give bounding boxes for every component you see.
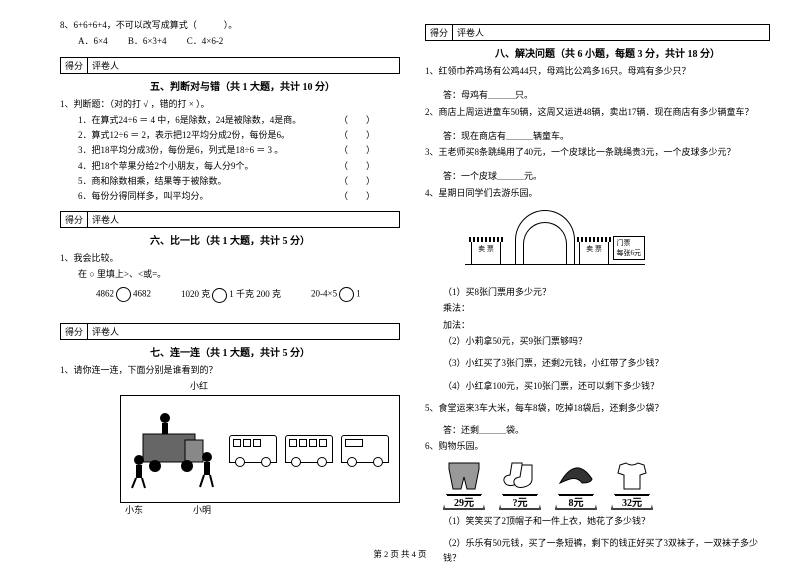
shop-items: 29元 ?元 8元 32元 xyxy=(425,460,770,510)
sec6-lead: 1、我会比较。 xyxy=(60,251,400,266)
price-2: ?元 xyxy=(499,494,541,510)
a8-5: 答：还剩＿＿＿袋。 xyxy=(425,423,770,438)
sec6-title: 六、比一比（共 1 大题，共计 5 分） xyxy=(150,232,400,247)
sec7-lead: 1、请你连一连，下面分别是谁看到的？ xyxy=(60,363,400,378)
score-box-5: 得分 评卷人 xyxy=(60,57,400,74)
hat-icon xyxy=(555,460,597,492)
item-shirt: 32元 xyxy=(611,460,653,510)
shirt-icon xyxy=(611,460,653,492)
bus-side-icon xyxy=(285,435,333,463)
sec8-title: 八、解决问题（共 6 小题，每题 3 分，共计 18 分） xyxy=(495,45,770,60)
socks-icon xyxy=(499,460,541,492)
a8-1: 答：母鸡有＿＿＿只。 xyxy=(425,88,770,103)
sec5-title: 五、判断对与错（共 1 大题，共计 10 分） xyxy=(150,78,400,93)
sec5-lead: 1、判断题：（对的打 √ ，错的打 × ）。 xyxy=(60,97,400,112)
circle-icon xyxy=(212,288,227,303)
compare-row: 48624682 1020 克1 千克 200 克 20-4×51 xyxy=(60,287,400,302)
circle-icon xyxy=(339,287,354,302)
q8-4-1: （1）买8张门票用多少元？ xyxy=(425,285,770,300)
a8-3: 答：一个皮球＿＿＿元。 xyxy=(425,169,770,184)
q8-1: 1、红领巾养鸡场有公鸡44只，母鸡比公鸡多16只。母鸡有多少只？ xyxy=(425,64,770,79)
q8-4-a: 加法： xyxy=(425,318,770,333)
circle-icon xyxy=(116,287,131,302)
q8-4-2: （2）小莉拿50元，买9张门票够吗？ xyxy=(425,334,770,349)
cmp2: 1020 克1 千克 200 克 xyxy=(181,287,281,302)
sec5-item-3: 3．把18平均分成3份，每份是6，列式是18÷6 ＝ 3 。（ ） xyxy=(60,143,400,158)
bus-back-icon xyxy=(341,435,389,463)
a8-2: 答：现在商店有＿＿＿辆童车。 xyxy=(425,129,770,144)
q8-4-4: （4）小红拿100元，买10张门票，还可以剩下多少钱？ xyxy=(425,379,770,394)
score-box-8: 得分 评卷人 xyxy=(425,24,770,41)
q8-opt-b: B．6×3+4 xyxy=(128,36,167,46)
price-1: 29元 xyxy=(443,494,485,510)
park-gate-image: 卖 票 卖 票 门票 每张6元 xyxy=(465,202,645,282)
sec7-title: 七、连一连（共 1 大题，共计 5 分） xyxy=(150,344,400,359)
sec5-item-4: 4．把18个苹果分给2个小朋友，每人分9个。（ ） xyxy=(60,159,400,174)
grader-label: 评卷人 xyxy=(88,58,143,73)
sec5-item-5: 5．商和除数相乘，结果等于被除数。（ ） xyxy=(60,174,400,189)
score-box-7: 得分 评卷人 xyxy=(60,323,400,340)
q8-options: A．6×4 B．6×3+4 C．4×6-2 xyxy=(60,34,400,49)
q8-4: 4、星期日同学们去游乐园。 xyxy=(425,186,770,201)
score-box-6: 得分 评卷人 xyxy=(60,211,400,228)
label-xiaohong: 小红 xyxy=(60,379,400,392)
bus-front-icon xyxy=(229,435,277,463)
shorts-icon xyxy=(443,460,485,492)
bottom-names: 小东 小明 xyxy=(60,503,400,516)
q8-2: 2、商店上周运进童车50辆，这周又运进48辆，卖出17辆．现在商店有多少辆童车？ xyxy=(425,105,770,120)
label-xiaodong: 小东 xyxy=(125,503,143,516)
price-4: 32元 xyxy=(611,494,653,510)
item-socks: ?元 xyxy=(499,460,541,510)
q8-opt-c: C．4×6-2 xyxy=(187,36,224,46)
page-footer: 第 2 页 共 4 页 xyxy=(0,548,800,560)
q8-5: 5、食堂运来3车大米，每车8袋，吃掉18袋后，还剩多少袋？ xyxy=(425,401,770,416)
q8-stem: 8、6+6+6+4，不可以改写成算式（ ）。 xyxy=(60,18,400,33)
sec5-item-1: 1．在算式24÷6 ＝ 4 中，6是除数，24是被除数，4是商。（ ） xyxy=(60,113,400,128)
q8-4-3: （3）小红买了3张门票，还剩2元钱，小红带了多少钱？ xyxy=(425,356,770,371)
connect-image xyxy=(120,395,400,503)
sec6-instr: 在 ○ 里填上>、<或=。 xyxy=(60,267,400,282)
item-shorts: 29元 xyxy=(443,460,485,510)
sec5-item-2: 2．算式12÷6 ＝ 2，表示把12平均分成2份，每份是6。（ ） xyxy=(60,128,400,143)
q8-6-1: （1）笑笑买了2顶帽子和一件上衣，她花了多少钱？ xyxy=(425,514,770,529)
label-xiaoming: 小明 xyxy=(193,503,211,516)
q8-opt-a: A．6×4 xyxy=(78,36,108,46)
sec5-item-6: 6．每份分得同样多，叫平均分。（ ） xyxy=(60,189,400,204)
q8-3: 3、王老师买8条跳绳用了40元，一个皮球比一条跳绳贵3元，一个皮球多少元？ xyxy=(425,145,770,160)
cmp1: 48624682 xyxy=(96,287,151,302)
q8-4-m: 乘法： xyxy=(425,301,770,316)
score-label: 得分 xyxy=(61,58,88,73)
q8-6: 6、购物乐园。 xyxy=(425,439,770,454)
price-3: 8元 xyxy=(555,494,597,510)
cmp3: 20-4×51 xyxy=(311,287,361,302)
item-hat: 8元 xyxy=(555,460,597,510)
